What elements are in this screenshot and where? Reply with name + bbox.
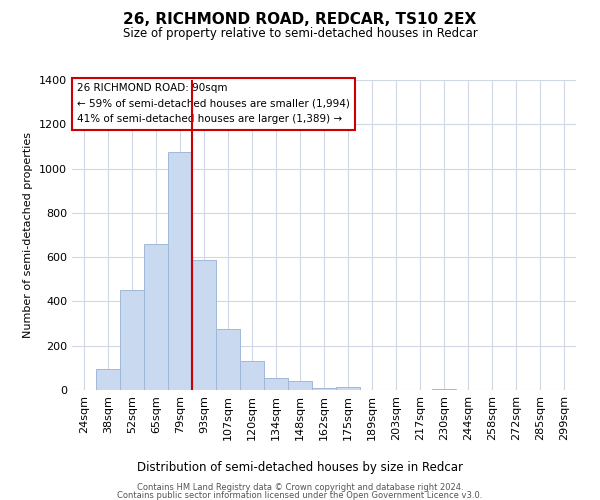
Text: Size of property relative to semi-detached houses in Redcar: Size of property relative to semi-detach… xyxy=(122,28,478,40)
Text: 26 RICHMOND ROAD: 90sqm
← 59% of semi-detached houses are smaller (1,994)
41% of: 26 RICHMOND ROAD: 90sqm ← 59% of semi-de… xyxy=(77,83,350,124)
Text: 26, RICHMOND ROAD, REDCAR, TS10 2EX: 26, RICHMOND ROAD, REDCAR, TS10 2EX xyxy=(124,12,476,28)
Text: Contains public sector information licensed under the Open Government Licence v3: Contains public sector information licen… xyxy=(118,492,482,500)
Bar xyxy=(312,388,336,390)
Bar xyxy=(216,329,240,390)
Text: Distribution of semi-detached houses by size in Redcar: Distribution of semi-detached houses by … xyxy=(137,461,463,474)
Bar xyxy=(432,389,456,390)
Bar xyxy=(288,381,312,390)
Text: Contains HM Land Registry data © Crown copyright and database right 2024.: Contains HM Land Registry data © Crown c… xyxy=(137,483,463,492)
Bar xyxy=(120,290,144,390)
Y-axis label: Number of semi-detached properties: Number of semi-detached properties xyxy=(23,132,34,338)
Bar xyxy=(264,378,288,390)
Bar xyxy=(192,260,216,390)
Bar xyxy=(96,369,120,390)
Bar xyxy=(240,361,264,390)
Bar xyxy=(144,244,168,390)
Bar xyxy=(168,152,192,390)
Bar xyxy=(336,386,360,390)
